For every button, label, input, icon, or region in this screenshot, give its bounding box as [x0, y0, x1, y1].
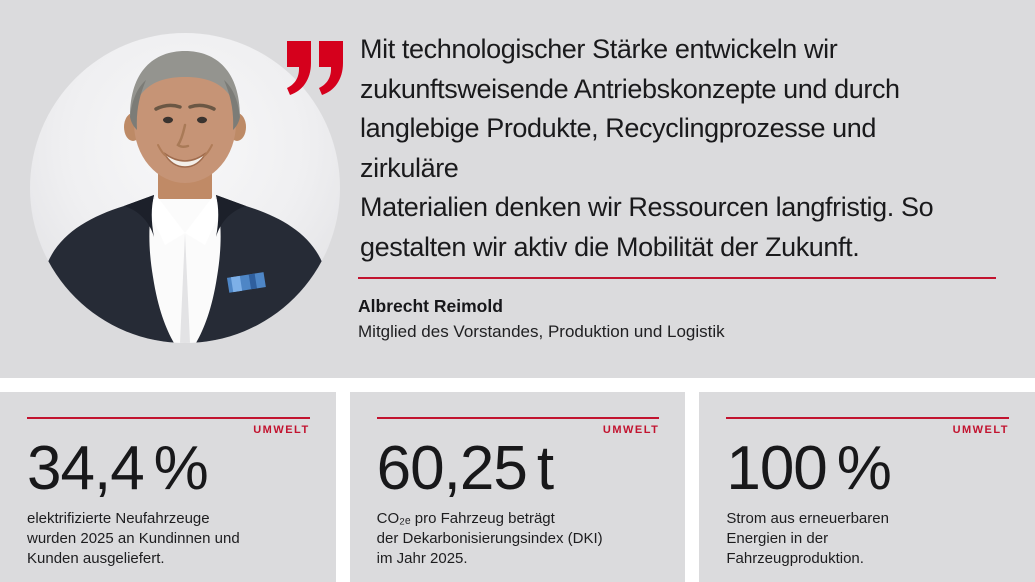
stat-value: 34,4 [27, 434, 145, 503]
stat-description: CO₂ₑ pro Fahrzeug beträgt der Dekarbonis… [376, 510, 603, 567]
stat-value: 100 [726, 434, 827, 503]
stat-unit: % [836, 434, 892, 503]
stat-value: 60,25 [376, 434, 528, 503]
quote-divider [358, 277, 996, 279]
stat-value-row: 60,25 t [377, 438, 660, 500]
stat-card-divider [27, 417, 310, 419]
stat-card-divider [376, 417, 660, 419]
stat-value-row: 34,4% [27, 438, 310, 500]
stat-card: UMWELT 100% Strom aus erneuerbaren Energ… [699, 392, 1035, 582]
author-name: Albrecht Reimold [358, 296, 503, 316]
stat-category-label: UMWELT [602, 424, 660, 436]
quote-section: Mit technologischer Stärke entwickeln wi… [0, 0, 1035, 378]
stat-category-label: UMWELT [253, 424, 310, 436]
stat-unit: t [536, 434, 554, 503]
quote-mark-icon [287, 41, 343, 95]
author-role: Mitglied des Vorstandes, Produktion und … [358, 322, 725, 341]
stat-card-divider [726, 417, 1010, 419]
quote-text: Mit technologischer Stärke entwickeln wi… [360, 34, 934, 262]
stat-unit: % [153, 434, 209, 503]
stat-description: Strom aus erneuerbaren Energien in der F… [726, 510, 889, 567]
stat-card: UMWELT 34,4% elektrifizierte Neufahrzeug… [0, 392, 336, 582]
stat-card: UMWELT 60,25 t CO₂ₑ pro Fahrzeug beträgt … [349, 392, 686, 582]
stat-value-row: 100% [726, 438, 1009, 500]
stat-category-label: UMWELT [952, 424, 1010, 436]
stats-row: UMWELT 34,4% elektrifizierte Neufahrzeug… [0, 392, 1035, 582]
stat-description: elektrifizierte Neufahrzeuge wurden 2025… [27, 510, 240, 567]
